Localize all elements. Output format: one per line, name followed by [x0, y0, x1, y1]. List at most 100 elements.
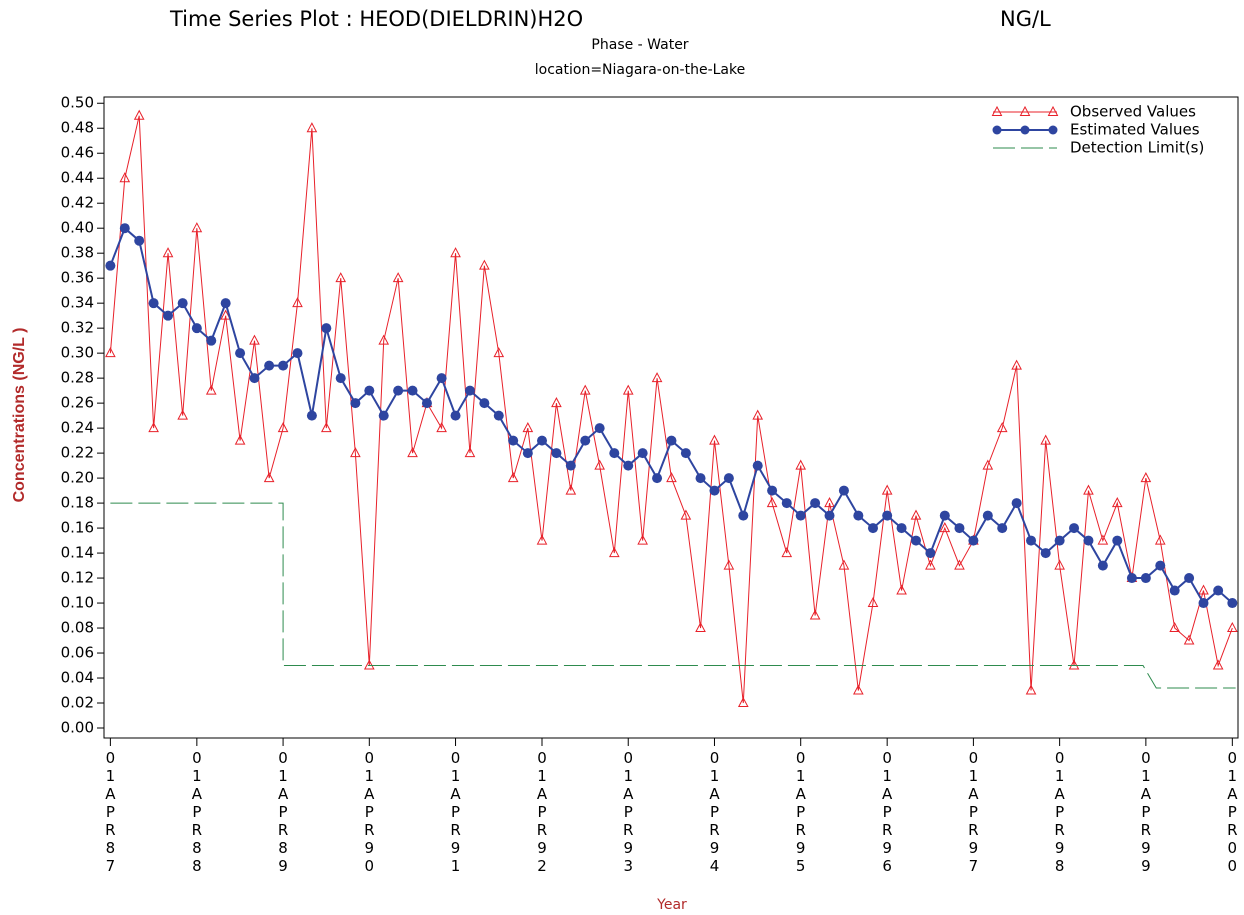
- estimated-marker: [752, 460, 763, 471]
- y-axis-label: Concentrations (NG/L ): [11, 328, 28, 503]
- y-tick-label: 0.26: [61, 394, 94, 412]
- observed-marker: [608, 547, 620, 558]
- series-line: [109, 226, 1233, 605]
- estimated-marker: [882, 510, 893, 521]
- observed-marker: [220, 309, 231, 320]
- estimated-marker: [695, 473, 706, 484]
- y-tick-label: 0.20: [61, 469, 94, 487]
- chart-title: Time Series Plot : HEOD(DIELDRIN)H2O: [169, 7, 583, 31]
- observed-marker: [996, 422, 1008, 433]
- estimated-marker: [364, 385, 375, 396]
- estimated-marker: [1040, 548, 1051, 559]
- estimated-marker: [810, 498, 821, 509]
- estimated-marker: [1126, 573, 1137, 584]
- estimated-marker: [148, 298, 159, 309]
- estimated-marker: [450, 410, 461, 421]
- y-tick-label: 0.04: [61, 669, 94, 687]
- estimated-marker: [436, 373, 447, 384]
- observed-marker: [1226, 621, 1238, 633]
- observed-marker: [263, 472, 275, 483]
- observed-marker: [1198, 584, 1209, 595]
- observed-marker: [1025, 684, 1037, 695]
- estimated-marker: [522, 448, 533, 459]
- observed-marker: [133, 109, 145, 120]
- y-tick-label: 0.48: [61, 119, 94, 137]
- observed-marker: [335, 272, 347, 283]
- estimated-marker: [421, 398, 432, 409]
- series-line: [109, 115, 1233, 704]
- y-tick-label: 0.02: [61, 694, 94, 712]
- observed-marker: [594, 459, 605, 470]
- estimated-marker: [306, 410, 317, 421]
- observed-marker: [737, 696, 749, 708]
- estimated-marker: [292, 348, 303, 359]
- estimated-marker: [206, 335, 217, 346]
- estimated-marker: [925, 548, 936, 559]
- estimated-marker: [235, 348, 246, 359]
- observed-marker: [450, 247, 461, 258]
- observed-marker: [622, 384, 634, 395]
- observed-marker: [824, 497, 835, 508]
- observed-marker: [853, 684, 864, 695]
- y-tick-label: 0.08: [61, 619, 94, 637]
- observed-marker: [752, 409, 764, 420]
- y-tick-label: 0.14: [61, 544, 94, 562]
- y-tick-label: 0.18: [61, 494, 94, 512]
- x-axis-label: Year: [656, 897, 687, 913]
- observed-marker: [249, 334, 260, 345]
- y-tick-label: 0.00: [61, 719, 94, 737]
- observed-marker: [363, 659, 375, 670]
- estimated-marker: [249, 373, 260, 384]
- y-tick-label: 0.44: [61, 169, 94, 187]
- observed-marker: [881, 484, 893, 495]
- observed-marker: [191, 222, 203, 233]
- observed-marker: [436, 422, 447, 433]
- observed-marker: [1169, 621, 1181, 633]
- estimated-marker: [939, 510, 950, 521]
- observed-marker: [148, 422, 159, 433]
- observed-marker: [896, 584, 907, 595]
- estimated-marker: [910, 535, 921, 546]
- estimated-marker: [537, 435, 548, 446]
- observed-marker: [234, 434, 246, 445]
- observed-marker: [464, 447, 476, 458]
- observed-marker: [392, 272, 404, 283]
- estimated-marker: [1083, 535, 1094, 546]
- observed-marker: [162, 247, 174, 258]
- observed-marker: [493, 347, 505, 358]
- estimated-marker: [896, 523, 907, 534]
- observed-marker: [838, 559, 850, 570]
- y-tick-label: 0.12: [61, 569, 94, 587]
- estimated-marker: [781, 498, 792, 509]
- estimated-marker: [1213, 585, 1224, 596]
- y-tick-label: 0.36: [61, 269, 94, 287]
- estimated-marker: [335, 373, 346, 384]
- estimated-marker: [119, 223, 130, 234]
- estimated-marker: [264, 360, 275, 371]
- estimated-marker: [795, 510, 806, 521]
- estimated-marker: [393, 385, 404, 396]
- legend-marker: [1020, 125, 1030, 135]
- legend-label: Observed Values: [1070, 103, 1196, 121]
- legend-marker: [1048, 125, 1058, 135]
- y-tick-label: 0.42: [61, 194, 94, 212]
- observed-marker: [522, 422, 534, 433]
- legend-label: Detection Limit(s): [1070, 139, 1204, 157]
- estimated-marker: [163, 310, 174, 321]
- estimated-marker: [666, 435, 677, 446]
- observed-marker: [565, 484, 577, 495]
- estimated-marker: [565, 460, 576, 471]
- y-tick-label: 0.50: [61, 94, 94, 112]
- estimated-marker: [968, 535, 979, 546]
- observed-marker: [1011, 359, 1022, 370]
- estimated-marker: [1097, 560, 1108, 571]
- observed-marker: [105, 347, 116, 358]
- legend-marker: [991, 105, 1003, 116]
- observed-marker: [910, 509, 922, 520]
- legend-marker: [1019, 105, 1031, 116]
- estimated-marker: [709, 485, 720, 496]
